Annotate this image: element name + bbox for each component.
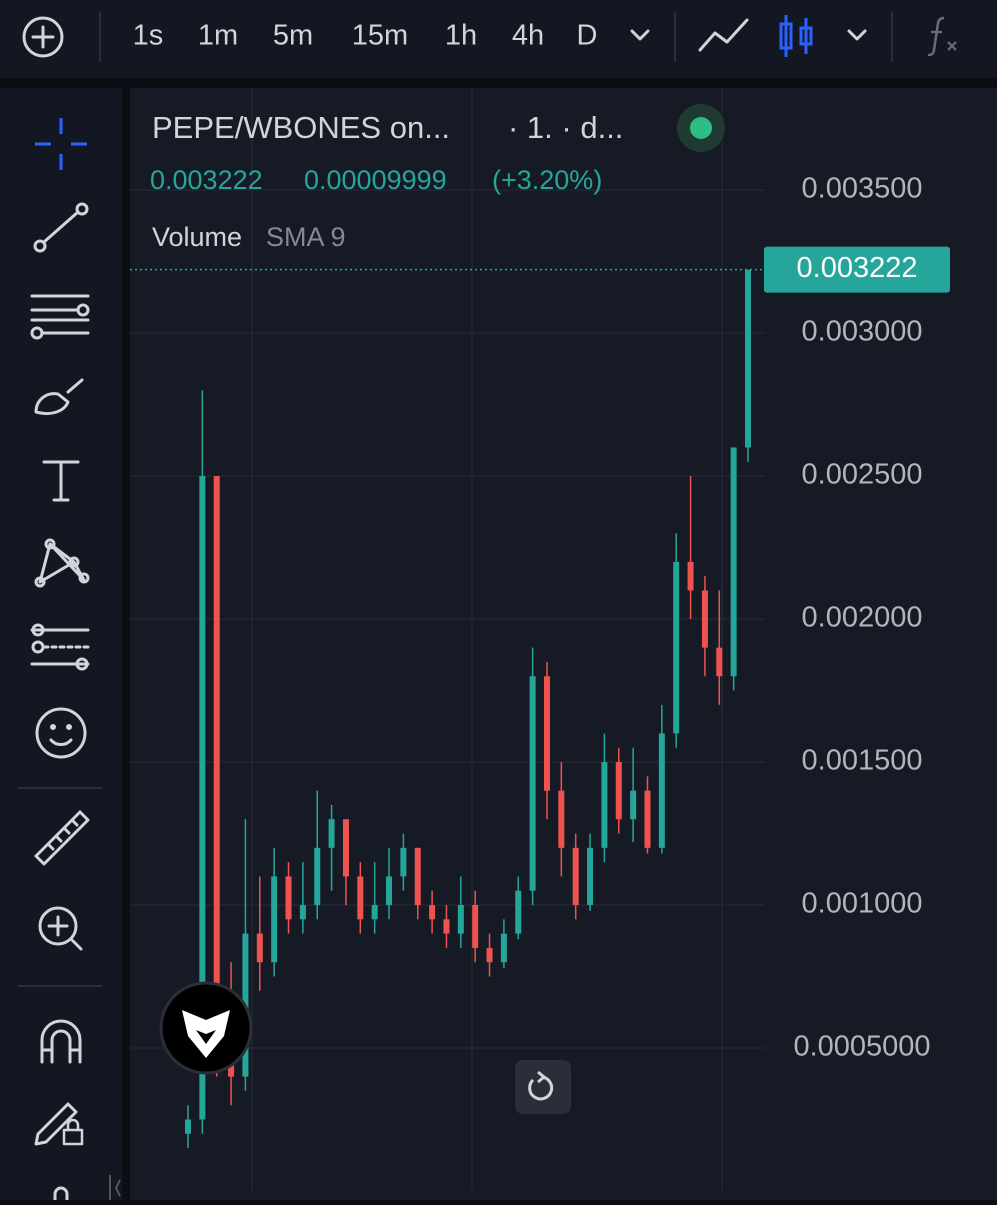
candle-body [687, 561, 694, 591]
add-symbol-button[interactable] [22, 16, 64, 58]
timeframe-group: 1s 1m 5m 15m 1h 4h D [133, 20, 598, 52]
timeframe-button[interactable]: 4h [512, 20, 544, 52]
y-tick-label: 0.001500 [802, 745, 923, 777]
fib-tool[interactable] [30, 294, 90, 340]
candle-body [185, 1119, 191, 1134]
candle-body [371, 905, 378, 920]
candle-body [558, 790, 565, 848]
top-toolbar [0, 0, 997, 78]
zoom-tool[interactable] [38, 906, 83, 951]
symbol-title: PEPE/WBONES on... [152, 110, 450, 145]
y-tick-label: 0.003000 [802, 316, 923, 348]
timeframe-button[interactable]: 1h [445, 20, 477, 52]
timeframe-menu[interactable] [630, 29, 650, 41]
candle-body [199, 476, 206, 1120]
lock-drawings-tool[interactable] [34, 1102, 84, 1146]
ruler-tool[interactable] [34, 810, 90, 866]
candle-body [429, 905, 436, 920]
reset-chart-button[interactable] [515, 1060, 571, 1114]
price-change-percent: (+3.20%) [492, 165, 602, 195]
candle-body [745, 269, 751, 448]
candle-body [386, 876, 393, 906]
candle-body [529, 676, 536, 891]
candle-body [515, 890, 522, 934]
candle-body [213, 476, 220, 1020]
text-tool[interactable] [42, 460, 80, 502]
price-axis: 0.0005000 0.001000 0.001500 0.002000 0.00250… [130, 173, 950, 1063]
candle-body [271, 876, 278, 963]
timeframe-button[interactable]: 1m [198, 20, 238, 52]
candle-body [587, 847, 594, 906]
last-price-badge [764, 246, 950, 293]
y-tick-label: 0.003500 [802, 173, 923, 205]
market-status-dot [690, 117, 712, 139]
indicator-param: SMA 9 [266, 222, 346, 252]
candle-body [314, 847, 321, 906]
candle-body [256, 933, 263, 963]
avatar-badge[interactable] [159, 981, 253, 1075]
prediction-tool[interactable] [30, 623, 90, 671]
candle-body [673, 561, 680, 734]
timeframe-button[interactable]: 15m [352, 20, 408, 52]
candle-body [615, 762, 622, 820]
candle-body [357, 876, 364, 920]
candle-body [400, 847, 407, 877]
interval-text: · 1. · d... [508, 110, 623, 145]
candle-body [299, 905, 306, 920]
candle-body [730, 447, 737, 677]
indicators-button[interactable] [927, 16, 957, 57]
timeframe-button[interactable]: D [577, 20, 598, 52]
candle-body [658, 733, 665, 848]
candle-body [328, 819, 335, 848]
trendline-tool[interactable] [33, 202, 89, 253]
candle-body [342, 819, 349, 877]
y-tick-label: 0.0005000 [793, 1031, 930, 1063]
candle-body [543, 676, 550, 791]
indicator-name: Volume [152, 222, 242, 252]
timeframe-button[interactable]: 5m [273, 20, 313, 52]
emoji-tool[interactable] [35, 707, 87, 759]
brush-tool[interactable] [34, 378, 84, 416]
candle-body [601, 762, 608, 848]
y-tick-label: 0.002000 [802, 602, 923, 634]
candle-body [500, 933, 507, 963]
candle-body [285, 876, 292, 920]
candle-body [630, 790, 637, 820]
candle-body [716, 647, 723, 677]
candle-body [414, 847, 421, 906]
candle-body [472, 905, 479, 948]
candle-body [443, 919, 450, 934]
chart-type-menu[interactable] [847, 29, 867, 41]
magnet-tool[interactable] [40, 1019, 82, 1064]
candle-body [572, 847, 579, 906]
price-change: 0.00009999 [304, 165, 447, 195]
candle-chart-button[interactable] [779, 15, 813, 57]
timeframe-button[interactable]: 1s [133, 20, 164, 52]
candle-body [701, 590, 708, 648]
more-tools[interactable] [53, 1186, 69, 1202]
last-price-label: 0.003222 [797, 252, 918, 284]
candle-body [644, 790, 651, 848]
vertical-grid [251, 88, 723, 1190]
crosshair-tool[interactable] [35, 118, 87, 170]
line-chart-button[interactable] [698, 18, 749, 52]
separator [0, 78, 997, 88]
pattern-tool[interactable] [34, 538, 90, 588]
candle-body [457, 905, 464, 934]
y-tick-label: 0.001000 [802, 888, 923, 920]
last-price: 0.003222 [150, 165, 263, 195]
candle-body [486, 947, 493, 963]
collapse-toolbar[interactable] [109, 1175, 121, 1200]
left-toolbar [0, 88, 122, 1200]
y-tick-label: 0.002500 [802, 459, 923, 491]
candles [185, 269, 751, 1149]
